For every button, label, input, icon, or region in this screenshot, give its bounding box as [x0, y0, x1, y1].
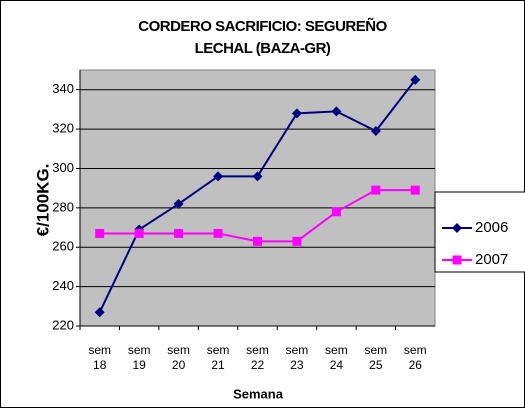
legend-label: 2006: [475, 219, 508, 236]
data-point: [252, 171, 263, 182]
x-tick-label: sem 25: [364, 343, 388, 372]
data-point: [95, 228, 105, 238]
legend-box: [434, 191, 525, 273]
data-point: [174, 228, 184, 238]
y-tick-label: 300: [52, 160, 74, 175]
data-point: [410, 74, 421, 85]
x-tick-label: sem 19: [127, 343, 151, 372]
chart-title: CORDERO SACRIFICIO: SEGUREÑO: [138, 18, 387, 35]
data-point: [173, 198, 184, 209]
x-tick-label: sem 22: [246, 343, 269, 372]
y-tick-label: 280: [52, 199, 74, 214]
y-tick-label: 220: [52, 317, 74, 332]
data-point: [331, 106, 342, 117]
y-tick-label: 320: [52, 121, 74, 136]
data-point: [213, 171, 224, 182]
x-tick-label: sem 26: [403, 343, 427, 372]
x-tick-label: sem 18: [88, 343, 112, 372]
legend-label: 2007: [475, 251, 508, 268]
x-tick-label: sem 20: [167, 343, 190, 372]
chart-title: LECHAL (BAZA-GR): [194, 40, 331, 57]
data-point: [94, 307, 105, 318]
y-tick-label: 240: [52, 278, 74, 293]
legend-marker: [452, 223, 462, 233]
data-point: [292, 236, 302, 246]
y-tick-label: 340: [52, 81, 74, 96]
y-axis-label: €/100KG.: [33, 164, 52, 237]
x-tick-label: sem 23: [285, 343, 309, 372]
data-point: [134, 228, 144, 238]
data-point: [371, 185, 381, 195]
data-point: [410, 185, 420, 195]
data-point: [213, 228, 223, 238]
data-point: [331, 207, 341, 217]
x-tick-label: sem 21: [206, 343, 230, 372]
x-axis-label: Semana: [233, 386, 284, 401]
data-point: [291, 108, 302, 119]
legend-marker: [452, 255, 462, 265]
data-point: [253, 236, 262, 246]
plot-area: [79, 69, 436, 327]
y-tick-label: 260: [52, 239, 74, 254]
data-point: [370, 126, 381, 137]
x-tick-label: sem 24: [325, 343, 348, 372]
